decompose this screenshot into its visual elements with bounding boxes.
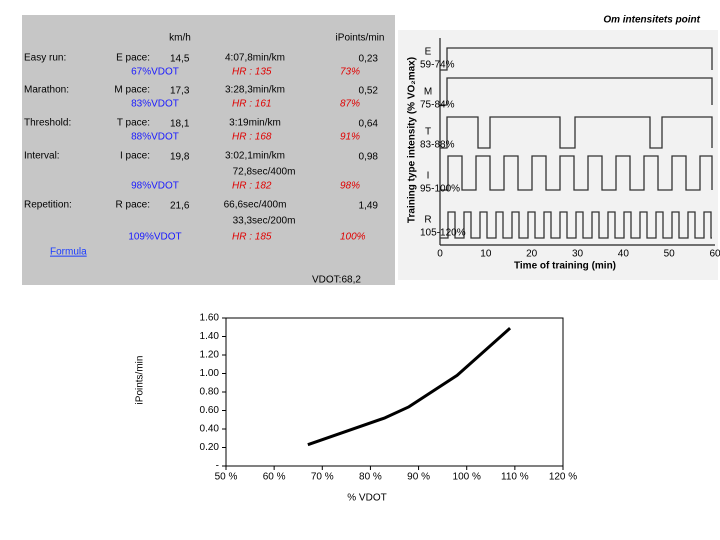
- y-axis-label: iPoints/min: [135, 356, 146, 405]
- figure-ylabel: Training type intensity (% VO₂max): [407, 57, 418, 223]
- plot-area: [225, 317, 564, 467]
- ipoints-value: 0,64: [359, 119, 379, 130]
- y-tick-label: 0.20: [200, 442, 220, 453]
- y-tick-label: 1.20: [200, 350, 220, 361]
- figure-row-letter: T: [425, 127, 431, 138]
- intensity-wave: [440, 47, 713, 71]
- figure-xtick: 60: [709, 249, 720, 260]
- x-tick-label: 50 %: [215, 472, 238, 483]
- figure-row-range: 75-84%: [420, 100, 455, 111]
- ipoints-value: 0,23: [359, 54, 379, 65]
- hr-pct: 87%: [340, 99, 360, 110]
- figure-xtick: 30: [572, 249, 584, 260]
- hr-pct: 91%: [340, 132, 360, 143]
- intensity-wave: [440, 116, 713, 149]
- figure-xlabel: Time of training (min): [514, 261, 616, 272]
- figure-row-range: 95-100%: [420, 184, 460, 195]
- pace-value: 3:19min/km: [229, 118, 281, 129]
- x-tick-label: 120 %: [549, 472, 577, 483]
- figure-xtick: 0: [437, 249, 443, 260]
- pace-value: 3:28,3min/km: [225, 85, 285, 96]
- x-tick-label: 60 %: [263, 472, 286, 483]
- figure-row-letter: E: [425, 47, 432, 58]
- row-label: Easy run:: [24, 53, 66, 64]
- row-label: Interval:: [24, 151, 60, 162]
- pace-label: R pace:: [116, 200, 150, 211]
- panel: [22, 15, 395, 285]
- y-tick-label: 1.60: [200, 313, 220, 324]
- figure-axes: [439, 38, 715, 246]
- ipoints-value: 0,52: [359, 86, 379, 97]
- slide-title: Om intensitets point: [603, 15, 700, 26]
- kmh-header: km/h: [169, 33, 191, 44]
- vdot-pct: 109%VDOT: [128, 232, 181, 243]
- x-tick-label: 70 %: [311, 472, 334, 483]
- row-label: Marathon:: [24, 85, 69, 96]
- heart-rate: HR : 185: [232, 232, 272, 243]
- pace-value: 66,6sec/400m: [224, 200, 287, 211]
- vdot-pct: 67%VDOT: [131, 67, 179, 78]
- x-tick-label: 110 %: [501, 472, 529, 483]
- figure-row-letter: I: [427, 171, 430, 182]
- y-tick-label: 1.00: [200, 368, 220, 379]
- y-tick-label: -: [216, 461, 219, 472]
- split-value: 33,3sec/200m: [233, 216, 296, 227]
- figure-xtick: 20: [526, 249, 538, 260]
- kmh-value: 17,3: [170, 86, 190, 97]
- ipoints-header: iPoints/min: [336, 33, 385, 44]
- heart-rate: HR : 135: [232, 67, 272, 78]
- row-label: Threshold:: [24, 118, 71, 129]
- heart-rate: HR : 161: [232, 99, 271, 110]
- pace-label: I pace:: [120, 151, 150, 162]
- y-tick-label: 0.40: [200, 424, 220, 435]
- pace-label: E pace:: [116, 53, 150, 64]
- figure-row-letter: M: [424, 87, 432, 98]
- hr-pct: 98%: [340, 181, 360, 192]
- split-value: 72,8sec/400m: [233, 167, 296, 178]
- y-tick-label: 0.60: [200, 405, 220, 416]
- vdot-pct: 88%VDOT: [131, 132, 179, 143]
- intensity-wave: [440, 155, 713, 191]
- kmh-value: 19,8: [170, 152, 190, 163]
- ipoints-value: 0,98: [359, 152, 379, 163]
- vdot-pct: 98%VDOT: [131, 181, 179, 192]
- kmh-value: 21,6: [170, 201, 190, 212]
- heart-rate: HR : 182: [232, 181, 272, 192]
- figure-xtick: 40: [618, 249, 630, 260]
- pace-label: M pace:: [114, 85, 150, 96]
- figure-row-range: 59-74%: [420, 60, 455, 71]
- vdot-pct: 83%VDOT: [131, 99, 179, 110]
- x-tick-label: 100 %: [453, 472, 481, 483]
- formula-link[interactable]: Formula: [50, 247, 87, 258]
- x-axis-label: % VDOT: [347, 493, 386, 504]
- figure-xtick: 50: [664, 249, 676, 260]
- intensity-wave: [440, 211, 712, 239]
- hr-pct: 73%: [340, 67, 360, 78]
- x-tick-label: 90 %: [407, 472, 430, 483]
- hr-pct: 100%: [340, 232, 366, 243]
- row-label: Repetition:: [24, 200, 72, 211]
- figure-row-range: 83-88%: [420, 140, 455, 151]
- pace-label: T pace:: [117, 118, 150, 129]
- kmh-value: 14,5: [170, 54, 190, 65]
- pace-value: 4:07,8min/km: [225, 53, 285, 64]
- figure-row-range: 105-120%: [420, 228, 466, 239]
- y-tick-label: 1.40: [200, 331, 220, 342]
- ipoints-value: 1,49: [359, 201, 379, 212]
- data-line: [307, 327, 512, 447]
- pace-value: 3:02,1min/km: [225, 151, 285, 162]
- figure-row-letter: R: [424, 215, 431, 226]
- heart-rate: HR : 168: [232, 132, 272, 143]
- x-tick-label: 80 %: [359, 472, 382, 483]
- figure-xtick: 10: [480, 249, 492, 260]
- y-tick-label: 0.80: [200, 387, 220, 398]
- kmh-value: 18,1: [170, 119, 190, 130]
- intensity-wave: [440, 77, 713, 106]
- vdot-value: VDOT:68,2: [312, 275, 361, 286]
